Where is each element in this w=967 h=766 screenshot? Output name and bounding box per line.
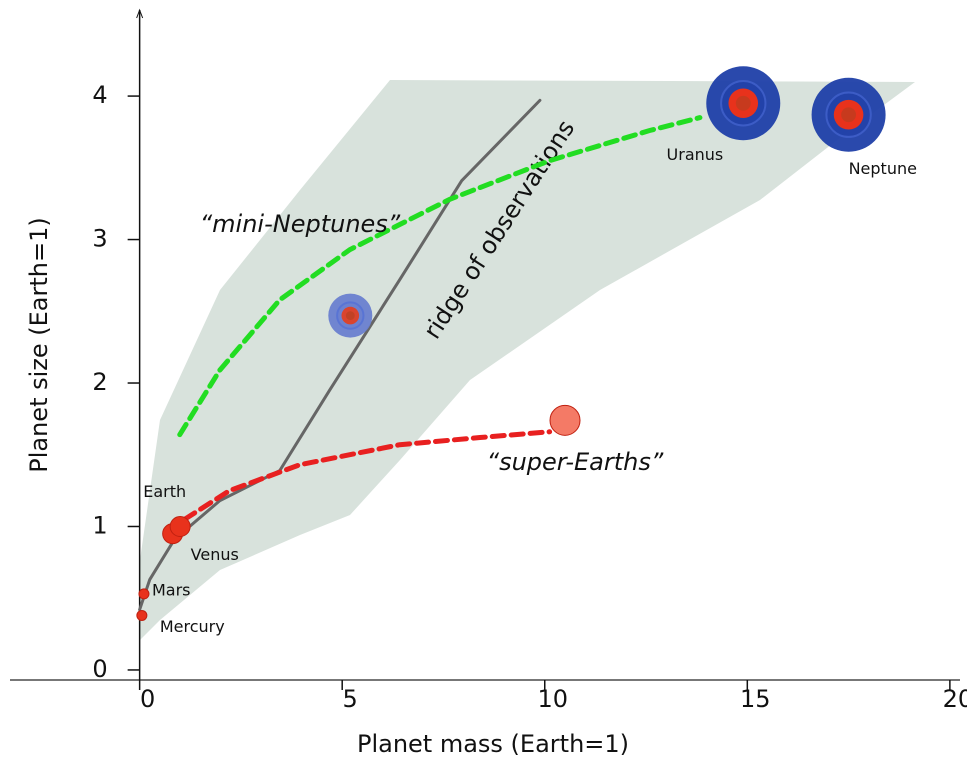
chart: Planet mass (Earth=1) Planet size (Earth… [0,0,967,766]
planet-core [346,311,355,320]
planet-label: Neptune [849,159,917,178]
planet [170,516,190,536]
x-tick-label: 20 [943,685,967,713]
planet-label: Mars [152,580,191,599]
planet [139,589,149,599]
planet-core [736,96,751,111]
planet-label: Venus [191,545,239,564]
y-tick-label: 3 [92,225,107,253]
y-axis-title: Planet size (Earth=1) [25,217,53,473]
planet-label: Earth [143,482,186,501]
y-tick-label: 4 [92,81,107,109]
y-tick-label: 1 [92,511,107,539]
y-tick-label: 2 [92,368,107,396]
x-tick-label: 5 [343,685,358,713]
planet [550,405,580,435]
curve-label: “super-Earths” [487,448,664,476]
y-tick-label: 0 [92,655,107,683]
curve-label: “mini-Neptunes” [200,210,401,238]
planet [137,610,147,620]
x-tick-label: 10 [537,685,568,713]
planet-core [841,107,856,122]
x-axis-title: Planet mass (Earth=1) [357,730,629,758]
x-tick-label: 15 [740,685,771,713]
x-tick-label: 0 [140,685,155,713]
planet-label: Uranus [667,145,724,164]
planet-label: Mercury [160,617,225,636]
